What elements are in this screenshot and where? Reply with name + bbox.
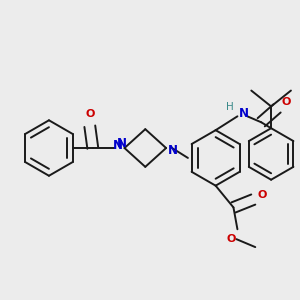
Text: O: O	[281, 98, 291, 107]
Text: N: N	[168, 145, 178, 158]
Text: N: N	[112, 139, 123, 152]
Text: H: H	[226, 102, 233, 112]
Text: O: O	[85, 109, 94, 119]
Text: O: O	[257, 190, 267, 200]
Text: N: N	[116, 136, 127, 150]
Text: N: N	[238, 107, 248, 120]
Text: O: O	[227, 234, 236, 244]
